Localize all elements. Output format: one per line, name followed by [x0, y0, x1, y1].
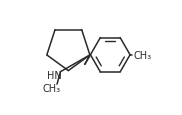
Text: HN: HN [47, 70, 62, 80]
Text: CH₃: CH₃ [133, 50, 152, 60]
Text: CH₃: CH₃ [43, 83, 61, 93]
